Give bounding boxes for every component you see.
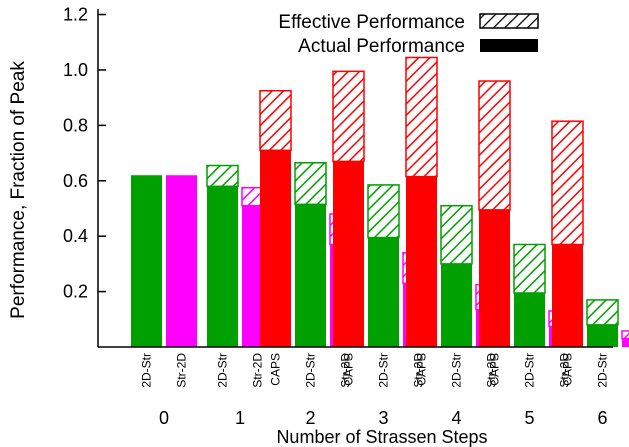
bar-actual-step-3-caps — [333, 161, 364, 347]
bar-label-step-6-caps: CAPS — [561, 353, 575, 386]
y-tick-label-0.6: 0.6 — [63, 171, 88, 191]
y-tick-label-0.2: 0.2 — [63, 282, 88, 302]
bar-label-step-5-str-2d: Str-2D — [558, 353, 572, 388]
bar-label-step-4-2d-str: 2D-Str — [450, 353, 464, 388]
bar-actual-step-4-caps — [406, 176, 437, 347]
bar-label-step-0-str-2d: Str-2D — [175, 353, 189, 388]
legend: Effective Performance Actual Performance — [278, 12, 539, 57]
bar-label-step-3-2d-str: 2D-Str — [377, 353, 391, 388]
bar-label-step-2-2d-str: 2D-Str — [304, 353, 318, 388]
bar-actual-step-3-2d-str — [368, 237, 399, 347]
bar-actual-step-1-2d-str — [207, 186, 238, 347]
bar-actual-step-0-str-2d — [166, 175, 197, 347]
x-tick-label-1: 1 — [235, 408, 245, 428]
legend-actual-label: Actual Performance — [298, 36, 465, 57]
y-tick-label-1.0: 1.0 — [63, 60, 88, 80]
y-tick-label-1.2: 1.2 — [63, 5, 88, 25]
bar-label-step-2-caps: CAPS — [269, 353, 283, 386]
bar-actual-step-6-str-2d — [622, 338, 629, 347]
bar-label-step-3-str-2d: Str-2D — [412, 353, 426, 388]
bar-label-step-4-caps: CAPS — [415, 353, 429, 386]
bar-label-step-1-str-2d: Str-2D — [251, 353, 265, 388]
bar-actual-step-6-caps — [552, 244, 583, 347]
x-axis-label: Number of Strassen Steps — [276, 427, 487, 447]
bar-label-step-5-2d-str: 2D-Str — [523, 353, 537, 388]
bar-actual-step-2-2d-str — [295, 204, 326, 347]
bar-effective-step-6-str-2d — [621, 330, 629, 340]
bar-effective-step-2-caps — [259, 89, 292, 152]
y-tick-label-0.4: 0.4 — [63, 226, 88, 246]
legend-effective-swatch — [479, 13, 539, 29]
bar-label-step-0-2d-str: 2D-Str — [140, 353, 154, 388]
axes-layer: 2D-Str Str-2D 0 2D-Str Str-2D 1 CAPS 2D-Str Str-… — [63, 5, 613, 428]
bars-layer — [131, 56, 629, 347]
bar-actual-step-5-2d-str — [514, 292, 545, 347]
y-tick-label-0.8: 0.8 — [63, 115, 88, 135]
bar-actual-step-2-caps — [260, 150, 291, 347]
bar-label-step-3-caps: CAPS — [342, 353, 356, 386]
bar-effective-step-1-2d-str — [206, 164, 239, 188]
x-tick-label-4: 4 — [451, 408, 461, 428]
bar-effective-step-3-caps — [332, 70, 365, 163]
bar-effective-step-5-2d-str — [513, 243, 546, 294]
bar-label-step-2-str-2d: Str-2D — [339, 353, 353, 388]
x-tick-label-3: 3 — [378, 408, 388, 428]
bar-label-step-5-caps: CAPS — [488, 353, 502, 386]
bar-effective-step-4-2d-str — [440, 204, 473, 265]
bar-effective-step-3-2d-str — [367, 184, 400, 239]
x-tick-label-0: 0 — [159, 408, 169, 428]
bar-effective-step-4-caps — [405, 56, 438, 178]
bar-effective-step-2-2d-str — [294, 162, 327, 206]
bar-effective-step-5-caps — [478, 80, 511, 211]
bar-label-step-4-str-2d: Str-2D — [485, 353, 499, 388]
bar-effective-step-6-caps — [551, 120, 584, 246]
bar-actual-step-0-2d-str — [131, 175, 162, 347]
bar-actual-step-6-2d-str — [587, 324, 618, 347]
bar-label-step-6-2d-str: 2D-Str — [596, 353, 610, 388]
x-tick-label-6: 6 — [597, 408, 607, 428]
bar-actual-step-5-caps — [479, 209, 510, 347]
bar-label-step-1-2d-str: 2D-Str — [216, 353, 230, 388]
legend-effective-label: Effective Performance — [278, 12, 465, 33]
x-tick-label-2: 2 — [305, 408, 315, 428]
legend-actual-swatch — [480, 39, 538, 52]
y-axis-label: Performance, Fraction of Peak — [8, 61, 29, 319]
x-tick-label-5: 5 — [524, 408, 534, 428]
bar-actual-step-4-2d-str — [441, 263, 472, 347]
bar-effective-step-6-2d-str — [586, 299, 619, 326]
